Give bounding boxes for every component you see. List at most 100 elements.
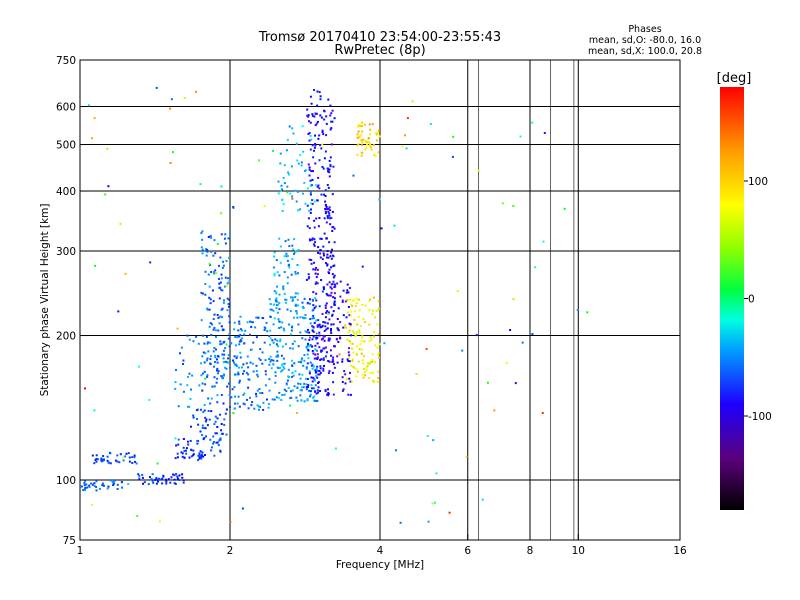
data-point xyxy=(364,148,367,151)
data-point xyxy=(292,298,294,301)
data-point xyxy=(109,462,112,465)
data-point xyxy=(121,486,123,489)
data-point xyxy=(377,377,380,380)
data-point xyxy=(314,268,317,271)
x-tick-label: 2 xyxy=(227,545,234,557)
data-point xyxy=(325,302,328,305)
data-point xyxy=(308,174,311,177)
data-point xyxy=(209,298,212,301)
data-point xyxy=(329,349,332,352)
data-point xyxy=(360,340,363,343)
data-point xyxy=(249,333,251,336)
data-point xyxy=(291,325,294,328)
data-point xyxy=(279,245,282,248)
data-point xyxy=(223,340,226,343)
data-point xyxy=(287,238,290,241)
data-point xyxy=(333,292,336,295)
data-point xyxy=(182,481,185,484)
data-point xyxy=(315,392,318,395)
data-point xyxy=(318,370,321,372)
data-point xyxy=(165,482,168,485)
data-point xyxy=(333,227,336,230)
data-point xyxy=(310,262,313,265)
data-point xyxy=(299,389,302,391)
data-point xyxy=(300,386,303,389)
data-point xyxy=(316,185,319,188)
data-point xyxy=(319,95,322,98)
data-point xyxy=(237,329,240,332)
data-point xyxy=(205,418,208,421)
data-point xyxy=(300,359,303,362)
data-point xyxy=(207,350,210,353)
data-point xyxy=(293,385,296,388)
data-point xyxy=(192,414,195,417)
data-point xyxy=(348,377,351,380)
data-point xyxy=(152,481,155,484)
data-point xyxy=(189,439,192,442)
data-point xyxy=(321,131,324,133)
data-point xyxy=(226,297,229,300)
data-point xyxy=(294,303,297,306)
y-tick-label: 500 xyxy=(56,140,76,152)
data-point xyxy=(283,255,286,258)
data-point xyxy=(201,451,204,454)
data-point xyxy=(255,395,258,398)
data-point xyxy=(358,329,361,332)
data-point xyxy=(347,306,350,308)
data-point xyxy=(312,396,315,399)
data-point xyxy=(333,300,336,303)
data-point xyxy=(294,296,297,299)
data-point xyxy=(214,420,217,423)
data-point xyxy=(345,326,348,329)
data-point xyxy=(331,371,334,374)
data-point xyxy=(319,144,321,147)
data-point xyxy=(435,472,438,475)
data-point xyxy=(222,377,224,380)
data-point xyxy=(325,351,328,354)
data-point xyxy=(303,317,306,320)
data-point xyxy=(373,331,376,333)
data-point xyxy=(324,389,327,391)
data-point xyxy=(315,375,318,377)
data-point xyxy=(341,360,344,363)
data-point xyxy=(313,395,316,398)
data-point xyxy=(308,168,311,171)
data-point xyxy=(316,282,319,285)
data-point xyxy=(425,348,428,350)
data-point xyxy=(322,321,325,323)
data-point xyxy=(223,353,226,356)
data-point xyxy=(368,363,371,366)
data-point xyxy=(286,138,289,141)
data-point xyxy=(313,149,315,152)
data-point xyxy=(306,345,309,348)
data-point xyxy=(186,334,189,337)
data-point xyxy=(306,108,309,111)
data-point xyxy=(204,383,207,386)
data-point xyxy=(306,204,309,207)
data-point xyxy=(309,395,311,398)
data-point xyxy=(192,449,195,452)
data-point xyxy=(395,449,397,452)
data-point xyxy=(326,253,329,256)
data-point xyxy=(197,423,200,426)
data-point xyxy=(198,452,201,455)
data-point xyxy=(328,318,331,321)
data-point xyxy=(328,272,330,275)
data-point xyxy=(220,343,223,346)
data-point xyxy=(137,365,140,368)
data-point xyxy=(209,302,212,305)
data-point xyxy=(195,335,198,338)
data-point xyxy=(324,321,327,324)
data-point xyxy=(328,370,331,373)
data-point xyxy=(316,376,319,379)
data-point xyxy=(308,345,311,348)
data-point xyxy=(348,287,351,289)
data-point xyxy=(369,128,372,131)
data-point xyxy=(327,170,330,173)
data-point xyxy=(426,435,429,437)
data-point xyxy=(326,184,329,186)
data-point xyxy=(182,359,185,362)
data-point xyxy=(361,265,364,268)
data-point xyxy=(294,273,297,275)
data-point xyxy=(240,340,243,343)
